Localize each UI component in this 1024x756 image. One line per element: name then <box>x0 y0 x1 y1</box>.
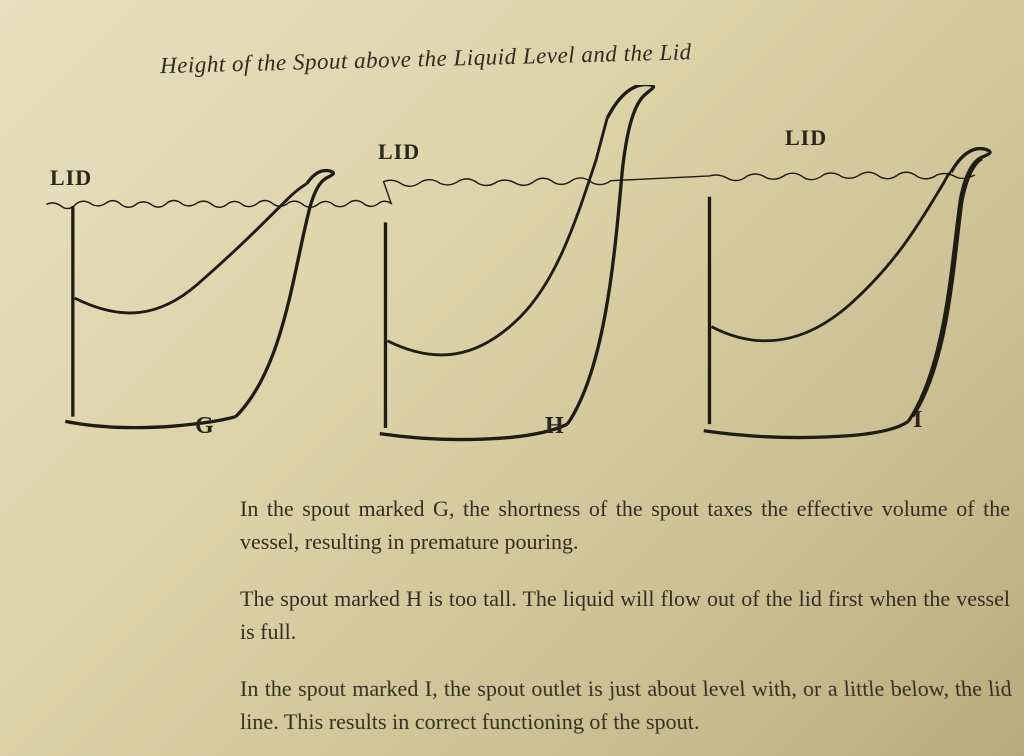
paragraph-i: In the spout marked I, the spout outlet … <box>240 672 1016 738</box>
h-bottom <box>380 424 568 439</box>
i-outer-spout <box>908 149 990 422</box>
spout-diagram: LID LID LID G H I <box>20 85 1020 445</box>
lid-label-g: LID <box>50 165 92 191</box>
h-outer-spout <box>567 85 653 424</box>
lid-label-i: LID <box>785 125 827 151</box>
paragraph-g: In the spout marked G, the shortness of … <box>240 492 1010 558</box>
document-page: Height of the Spout above the Liquid Lev… <box>0 0 1024 756</box>
i-bottom <box>704 421 909 437</box>
figure-label-h: H <box>545 413 564 440</box>
h-inner-spout <box>387 118 607 355</box>
paragraph-h: The spout marked H is too tall. The liqu… <box>240 582 1010 648</box>
page-title: Height of the Spout above the Liquid Lev… <box>160 35 860 79</box>
liquid-level-line <box>46 172 974 208</box>
figure-label-g: G <box>195 413 214 440</box>
diagram-svg <box>20 85 1020 445</box>
g-outer-spout <box>236 170 334 416</box>
i-inner-spout <box>711 172 951 341</box>
figure-label-i: I <box>913 407 922 434</box>
lid-label-h: LID <box>378 139 420 165</box>
